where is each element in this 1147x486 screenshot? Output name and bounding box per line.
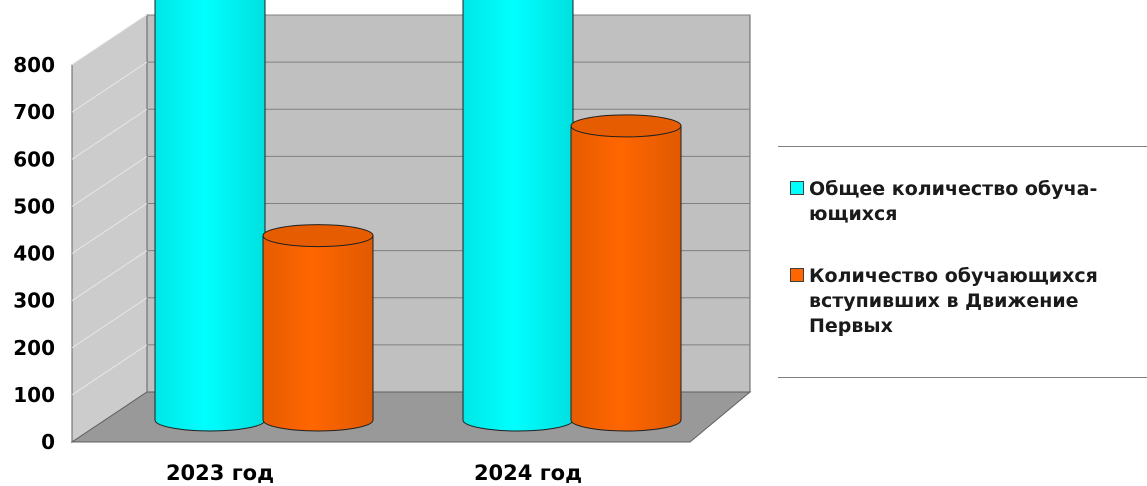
gridline-side	[71, 250, 148, 302]
y-tick-label: 0	[41, 430, 55, 454]
x-tick-label: 2023 год	[166, 461, 274, 485]
y-tick-label: 700	[13, 100, 55, 124]
chart: 0 100 200 300 400 500 600 700 800 2023 год 2024 г…	[13, 0, 752, 485]
gridline-side	[71, 108, 148, 160]
legend-bottom-border	[778, 377, 1147, 378]
gridline-side	[71, 61, 148, 113]
bar-body	[154, 0, 266, 432]
bar-total-0	[154, 0, 266, 432]
gridline-side	[71, 155, 148, 207]
legend-item-total: Общее количество обуча-ющихся	[790, 177, 1109, 227]
y-tick-label: 600	[13, 147, 55, 171]
gridline-side	[71, 14, 148, 66]
y-tick-label: 200	[13, 336, 55, 360]
bar-body	[570, 125, 682, 432]
legend-swatch-joined	[790, 268, 804, 282]
legend-top-border	[778, 146, 1147, 147]
y-tick-label: 100	[13, 383, 55, 407]
y-tick-label: 400	[13, 242, 55, 266]
legend: Общее количество обуча-ющихся Количество…	[778, 146, 1147, 378]
gridline-side	[71, 203, 148, 254]
y-tick-label: 800	[13, 53, 55, 77]
bar-body	[262, 235, 374, 432]
gridline-side	[71, 344, 148, 396]
legend-label-total: Общее количество обуча-ющихся	[809, 178, 1098, 225]
y-tick-label: 500	[13, 194, 55, 218]
bar-total-1	[462, 0, 574, 432]
legend-item-joined: Количество обучающихся вступивших в Движ…	[790, 264, 1109, 339]
bar-top	[570, 114, 682, 138]
bar-joined-0	[262, 224, 374, 432]
y-tick-label: 300	[13, 289, 55, 313]
legend-label-joined: Количество обучающихся вступивших в Движ…	[809, 265, 1098, 337]
bar-body	[462, 0, 574, 432]
bar-top	[262, 224, 374, 248]
bar-joined-1	[570, 114, 682, 432]
x-tick-label: 2024 год	[474, 461, 582, 485]
gridline-side	[71, 297, 148, 349]
legend-swatch-total	[790, 181, 804, 195]
